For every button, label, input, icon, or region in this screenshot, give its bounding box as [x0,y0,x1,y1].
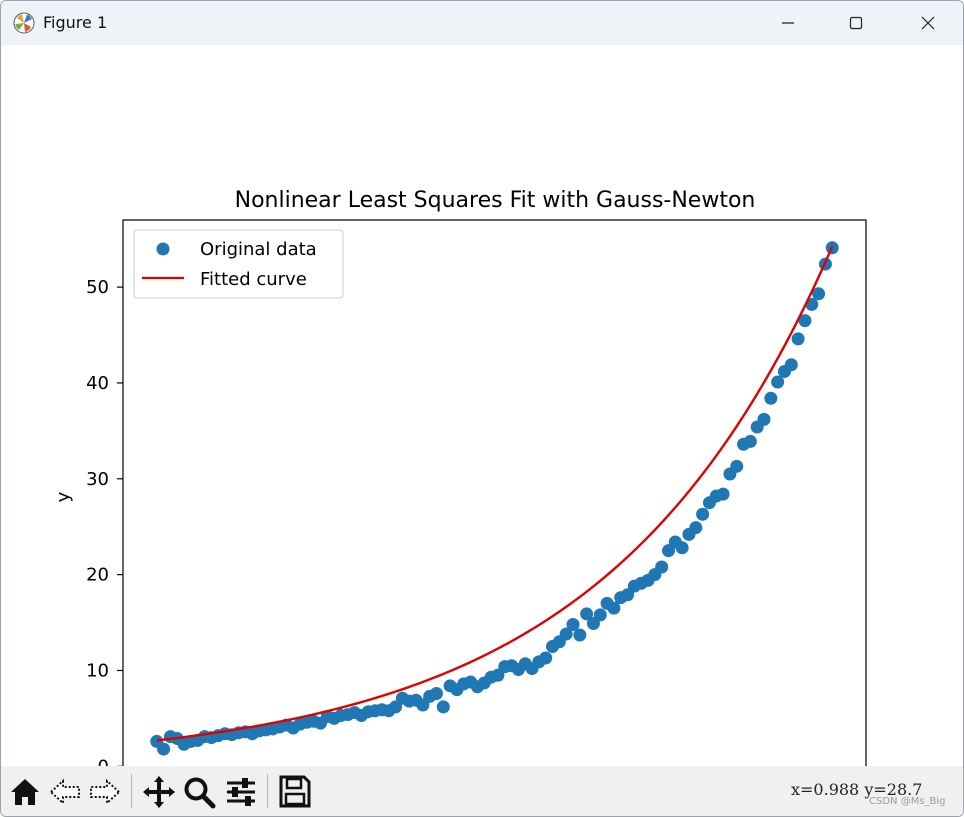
y-tick-label: 20 [86,565,109,586]
toolbar-separator [267,774,268,808]
maximize-button[interactable] [833,1,879,45]
y-tick-label: 40 [86,373,109,394]
forward-button[interactable] [87,772,123,810]
data-point [696,507,710,521]
data-point [157,742,171,756]
matplotlib-logo-icon [13,12,35,34]
toolbar-separator [131,774,132,808]
y-axis-label: y [53,491,74,502]
legend: Original data Fitted curve [133,229,344,299]
data-point [655,560,669,574]
fitted-curve-line [156,246,834,742]
home-button[interactable] [7,772,43,810]
data-point [771,375,785,389]
zoom-button[interactable] [181,772,217,810]
plot-frame [122,219,867,775]
legend-box [133,229,344,299]
data-point [559,627,573,641]
pan-button[interactable] [141,772,177,810]
cursor-coordinates: x=0.988 y=28.7 [791,780,923,799]
pan-icon [143,776,175,808]
maximize-icon [849,16,863,30]
back-icon [49,778,80,806]
data-point [436,700,450,714]
data-point [539,651,553,665]
data-point [593,608,607,622]
save-icon [279,775,311,808]
legend-label-fitted-curve: Fitted curve [200,269,307,290]
back-button[interactable] [47,772,83,810]
home-icon [11,779,39,805]
navigation-toolbar [1,766,963,816]
save-button[interactable] [277,772,313,810]
configure-subplots-button[interactable] [223,772,259,810]
data-point [607,601,621,615]
window-title: Figure 1 [43,13,108,32]
close-button[interactable] [905,1,951,45]
minimize-icon [782,22,794,24]
title-bar[interactable]: Figure 1 [1,1,963,45]
watermark: CSDN @Ms_Big [869,796,946,807]
y-tick-label: 30 [86,469,109,490]
y-tick-label: 0 [98,756,109,766]
data-point [757,412,771,426]
zoom-icon [184,777,216,809]
data-point [764,391,778,405]
data-point [689,521,703,535]
legend-marker-scatter [156,242,170,256]
data-point [798,314,812,328]
data-point [580,607,594,621]
chart-title: Nonlinear Least Squares Fit with Gauss-N… [235,188,756,213]
data-point [566,617,580,631]
data-point [784,358,798,372]
data-point [743,434,757,448]
data-point [812,287,826,301]
y-tick-label: 50 [86,277,109,298]
data-point [791,332,805,346]
data-point [716,487,730,501]
close-icon [921,16,935,30]
y-tick-label: 10 [86,660,109,681]
figure-canvas[interactable]: Nonlinear Least Squares Fit with Gauss-N… [1,45,963,807]
data-point [675,541,689,555]
data-point [730,459,744,473]
data-point [573,628,587,642]
minimize-button[interactable] [765,1,811,45]
configure-subplots-icon [227,778,255,806]
chart[interactable]: Nonlinear Least Squares Fit with Gauss-N… [1,45,963,807]
data-point [429,686,443,700]
legend-label-original-data: Original data [200,239,317,260]
forward-icon [90,778,121,806]
